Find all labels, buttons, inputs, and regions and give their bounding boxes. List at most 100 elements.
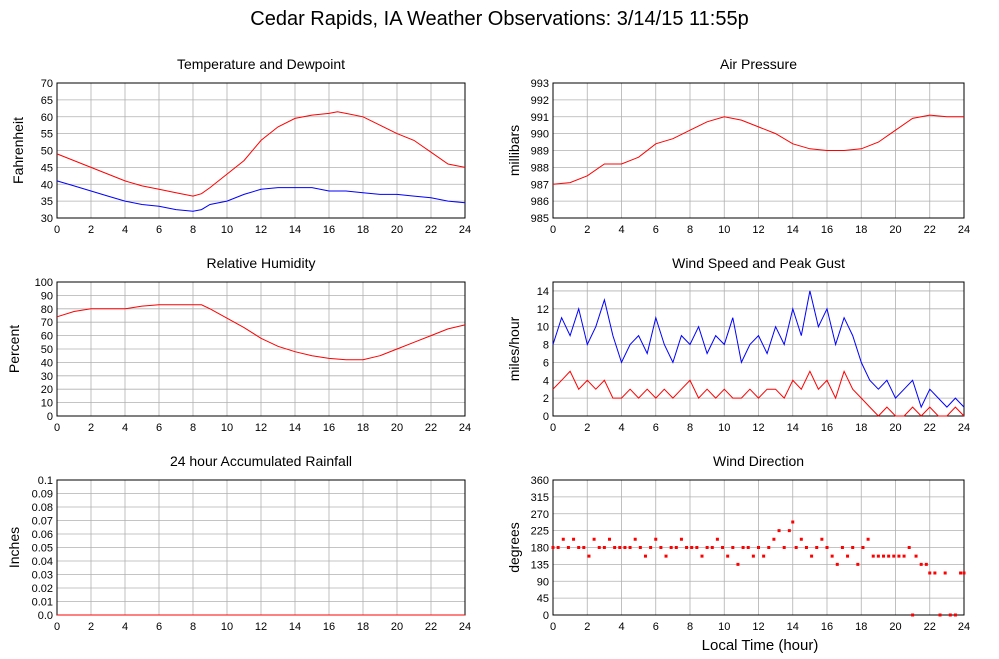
y-tick-label: 0.1	[38, 475, 53, 487]
data-point	[919, 562, 923, 566]
y-tick-label: 30	[41, 371, 53, 383]
data-point	[887, 554, 891, 558]
x-tick-label: 22	[924, 621, 936, 633]
data-point	[695, 546, 699, 549]
x-tick-label: 20	[391, 224, 403, 236]
pressure-series-red-line	[552, 114, 964, 185]
x-tick-label: 16	[821, 224, 833, 236]
x-tick-label: 12	[255, 621, 267, 633]
x-tick-label: 12	[255, 422, 267, 434]
y-tick-label: 270	[531, 509, 549, 521]
data-point	[736, 562, 740, 566]
y-tick-label: 0	[543, 411, 549, 423]
x-tick-label: 16	[323, 422, 335, 434]
data-point	[597, 546, 601, 549]
wind-ylabel: miles/hour	[506, 316, 522, 381]
data-point	[566, 546, 570, 549]
y-tick-label: 10	[41, 398, 53, 410]
data-point	[572, 537, 576, 541]
x-tick-label: 20	[391, 621, 403, 633]
data-point	[810, 554, 814, 558]
y-tick-label: 4	[543, 375, 549, 387]
y-tick-label: 50	[41, 146, 53, 158]
y-tick-label: 992	[531, 95, 549, 107]
data-point	[659, 546, 663, 549]
data-point	[897, 554, 901, 558]
x-tick-label: 22	[425, 621, 437, 633]
x-tick-label: 4	[122, 224, 128, 236]
x-tick-label: 6	[156, 422, 162, 434]
data-point	[633, 537, 637, 541]
x-tick-label: 22	[425, 224, 437, 236]
data-point	[649, 546, 653, 549]
humidity-ylabel: Percent	[6, 325, 22, 373]
x-tick-label: 8	[190, 422, 196, 434]
x-tick-label: 10	[718, 621, 730, 633]
data-point	[602, 546, 606, 549]
plot-frame	[552, 82, 965, 219]
data-point	[767, 546, 771, 549]
data-point	[902, 554, 906, 558]
x-tick-label: 10	[718, 224, 730, 236]
y-tick-label: 0	[543, 610, 549, 622]
data-point	[643, 554, 647, 558]
data-point	[654, 537, 658, 541]
humidity-title: Relative Humidity	[207, 255, 316, 271]
data-point	[856, 562, 860, 566]
x-tick-label: 12	[255, 224, 267, 236]
temp-series-red-line	[56, 111, 466, 197]
x-tick-label: 16	[821, 422, 833, 434]
x-tick-label: 18	[855, 621, 867, 633]
data-point	[664, 554, 668, 558]
x-tick-label: 2	[584, 224, 590, 236]
y-tick-label: 35	[41, 196, 53, 208]
data-point	[892, 554, 896, 558]
y-tick-label: 70	[41, 317, 53, 329]
y-tick-label: 0.0	[38, 610, 53, 622]
data-point	[914, 554, 918, 558]
y-tick-label: 20	[41, 384, 53, 396]
x-tick-label: 14	[787, 224, 799, 236]
x-tick-label: 20	[889, 621, 901, 633]
y-tick-label: 45	[41, 162, 53, 174]
x-tick-label: 12	[752, 621, 764, 633]
temp-title: Temperature and Dewpoint	[177, 56, 345, 72]
data-point	[938, 613, 942, 617]
data-point	[751, 554, 755, 558]
x-tick-label: 18	[357, 621, 369, 633]
x-tick-label: 24	[958, 224, 970, 236]
y-tick-label: 90	[41, 290, 53, 302]
data-point	[791, 520, 795, 524]
data-point	[782, 546, 786, 549]
data-point	[746, 546, 750, 549]
data-point	[685, 546, 689, 549]
x-tick-label: 2	[584, 621, 590, 633]
x-tick-label: 8	[190, 224, 196, 236]
x-tick-label: 0	[54, 621, 60, 633]
data-point	[815, 546, 819, 549]
data-point	[577, 546, 581, 549]
y-tick-label: 0.08	[32, 502, 53, 514]
x-tick-label: 4	[618, 422, 624, 434]
data-point	[679, 537, 683, 541]
data-point	[638, 546, 642, 549]
data-point	[799, 537, 803, 541]
y-tick-label: 0.06	[32, 529, 53, 541]
x-tick-label: 4	[618, 621, 624, 633]
wind-title: Wind Speed and Peak Gust	[672, 255, 845, 271]
y-tick-label: 986	[531, 196, 549, 208]
x-tick-label: 0	[54, 422, 60, 434]
y-tick-label: 0.09	[32, 489, 53, 501]
data-point	[943, 571, 947, 575]
data-point	[846, 554, 850, 558]
data-point	[866, 537, 870, 541]
y-tick-label: 12	[537, 304, 549, 316]
y-tick-label: 60	[41, 331, 53, 343]
data-point	[861, 546, 865, 549]
x-tick-label: 22	[425, 422, 437, 434]
data-point	[840, 546, 844, 549]
data-point	[882, 554, 886, 558]
y-tick-label: 990	[531, 129, 549, 141]
